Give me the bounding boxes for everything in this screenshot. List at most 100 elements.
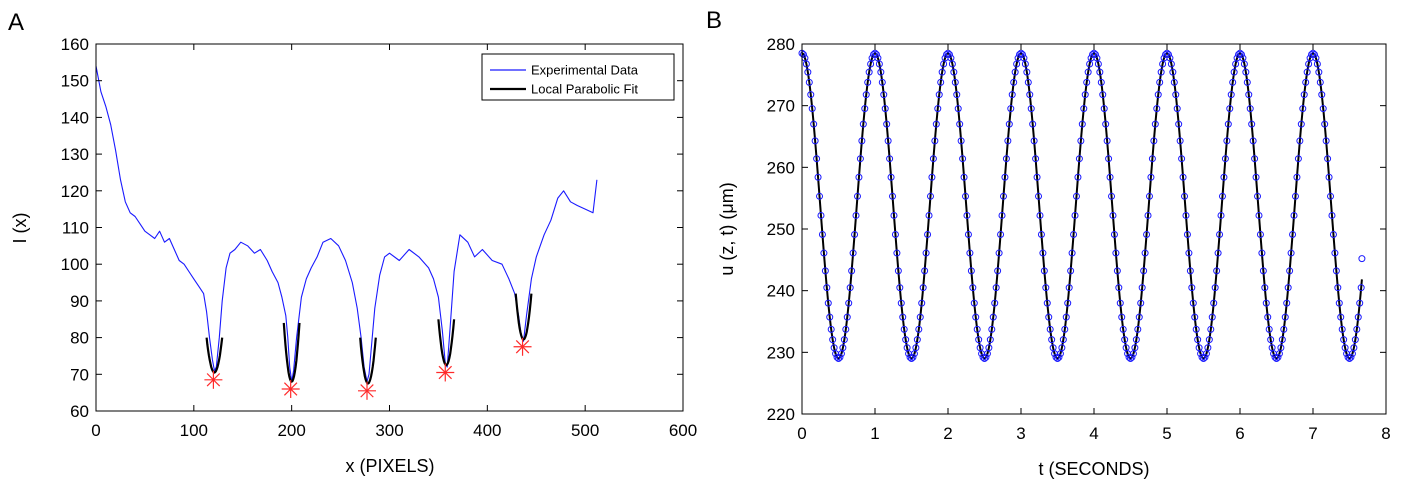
measurement-point [918, 299, 926, 307]
measurement-point [865, 68, 873, 76]
measurement-point [970, 299, 978, 307]
measurement-point [1186, 267, 1194, 275]
measurement-point [1205, 336, 1213, 344]
measurement-point [1091, 50, 1099, 58]
measurement-point [997, 230, 1005, 238]
measurement-point [813, 155, 821, 163]
measurement-point [1151, 120, 1159, 128]
measurement-point [1189, 299, 1197, 307]
measurement-point [896, 284, 904, 292]
measurement-point [1290, 211, 1298, 219]
measurement-point [811, 137, 819, 145]
measurement-point [1153, 105, 1161, 113]
measurement-point [1040, 267, 1048, 275]
x-tick-label: 0 [91, 421, 100, 440]
x-tick-label: 1 [870, 424, 879, 443]
measurement-point [884, 137, 892, 145]
measurement-point [826, 313, 834, 321]
measurement-point [810, 120, 818, 128]
measurement-point [855, 173, 863, 181]
measurement-point [1248, 120, 1256, 128]
measurement-point [1011, 68, 1019, 76]
x-axis-label-b: t (SECONDS) [1038, 459, 1149, 479]
measurement-point [948, 60, 956, 68]
measurement-point [1183, 230, 1191, 238]
measurement-point [906, 353, 914, 361]
x-tick-label: 3 [1016, 424, 1025, 443]
y-tick-label: 230 [767, 343, 795, 362]
measurement-point [880, 91, 888, 99]
measurement-point [1108, 192, 1116, 200]
experimental-data-line [95, 65, 598, 383]
measurement-point [1296, 137, 1304, 145]
panel-letter-b: B [706, 7, 722, 34]
measurement-point [1351, 336, 1359, 344]
measurement-point [1004, 137, 1012, 145]
measurement-point [886, 155, 894, 163]
measurement-point [1237, 50, 1245, 58]
measurement-point [1083, 78, 1091, 86]
measurement-point [1191, 313, 1199, 321]
x-tick-label: 2 [943, 424, 952, 443]
y-tick-label: 70 [70, 365, 89, 384]
measurement-point [1110, 230, 1118, 238]
measurement-point [1030, 137, 1038, 145]
measurement-point [1261, 284, 1269, 292]
x-tick-label: 400 [473, 421, 501, 440]
measurement-point [909, 353, 917, 361]
measurement-point [1289, 230, 1297, 238]
panel-letter-a: A [8, 9, 24, 36]
y-tick-label: 110 [62, 219, 89, 238]
y-tick-label: 60 [70, 402, 89, 421]
measurement-point [950, 68, 958, 76]
measurement-point [1213, 267, 1221, 275]
measurement-point [928, 173, 936, 181]
measurement-point [1058, 344, 1066, 352]
measurement-point [998, 211, 1006, 219]
y-tick-label: 250 [767, 220, 795, 239]
measurement-point [1284, 284, 1292, 292]
measurement-point [897, 299, 905, 307]
measurement-point [1070, 230, 1078, 238]
measurement-point [1357, 284, 1365, 292]
measurement-point [1267, 336, 1275, 344]
y-tick-label: 280 [767, 35, 795, 54]
measurement-point [979, 353, 987, 361]
y-tick-label: 140 [61, 108, 89, 127]
legend-box [481, 53, 675, 101]
measurement-point [1157, 68, 1165, 76]
measurement-point [1271, 353, 1279, 361]
measurement-point [1036, 211, 1044, 219]
measurement-point [967, 267, 975, 275]
measurement-point [938, 68, 946, 76]
measurement-point [1018, 50, 1026, 58]
measurement-point [1007, 105, 1015, 113]
y-tick-label: 220 [767, 405, 795, 424]
measurement-point [1027, 105, 1035, 113]
measurement-point [1016, 50, 1024, 58]
measurement-point [848, 267, 856, 275]
measurement-point [1064, 299, 1072, 307]
parabolic-fit-layer [205, 293, 533, 385]
measurement-point [870, 50, 878, 58]
minima-markers-layer [204, 337, 532, 400]
measurement-point [875, 60, 883, 68]
measurement-point [953, 91, 961, 99]
measurement-point [1010, 78, 1018, 86]
measurement-point [1048, 336, 1056, 344]
measurement-point [1080, 105, 1088, 113]
measurement-point [1154, 91, 1162, 99]
measurement-point [932, 120, 940, 128]
measurement-point [975, 336, 983, 344]
measurement-point [836, 353, 844, 361]
measurement-point [1235, 50, 1243, 58]
measurement-point [820, 249, 828, 257]
measurement-point [1179, 173, 1187, 181]
minimum-star-marker [357, 381, 376, 400]
measurement-point [1332, 267, 1340, 275]
y-axis-ticks-a: 60 70 80 90 100 110 120 130 140 150 160 [61, 35, 683, 421]
measurement-point [1061, 325, 1069, 333]
x-tick-label: 0 [797, 424, 806, 443]
measurement-point [851, 230, 859, 238]
measurement-point [913, 336, 921, 344]
